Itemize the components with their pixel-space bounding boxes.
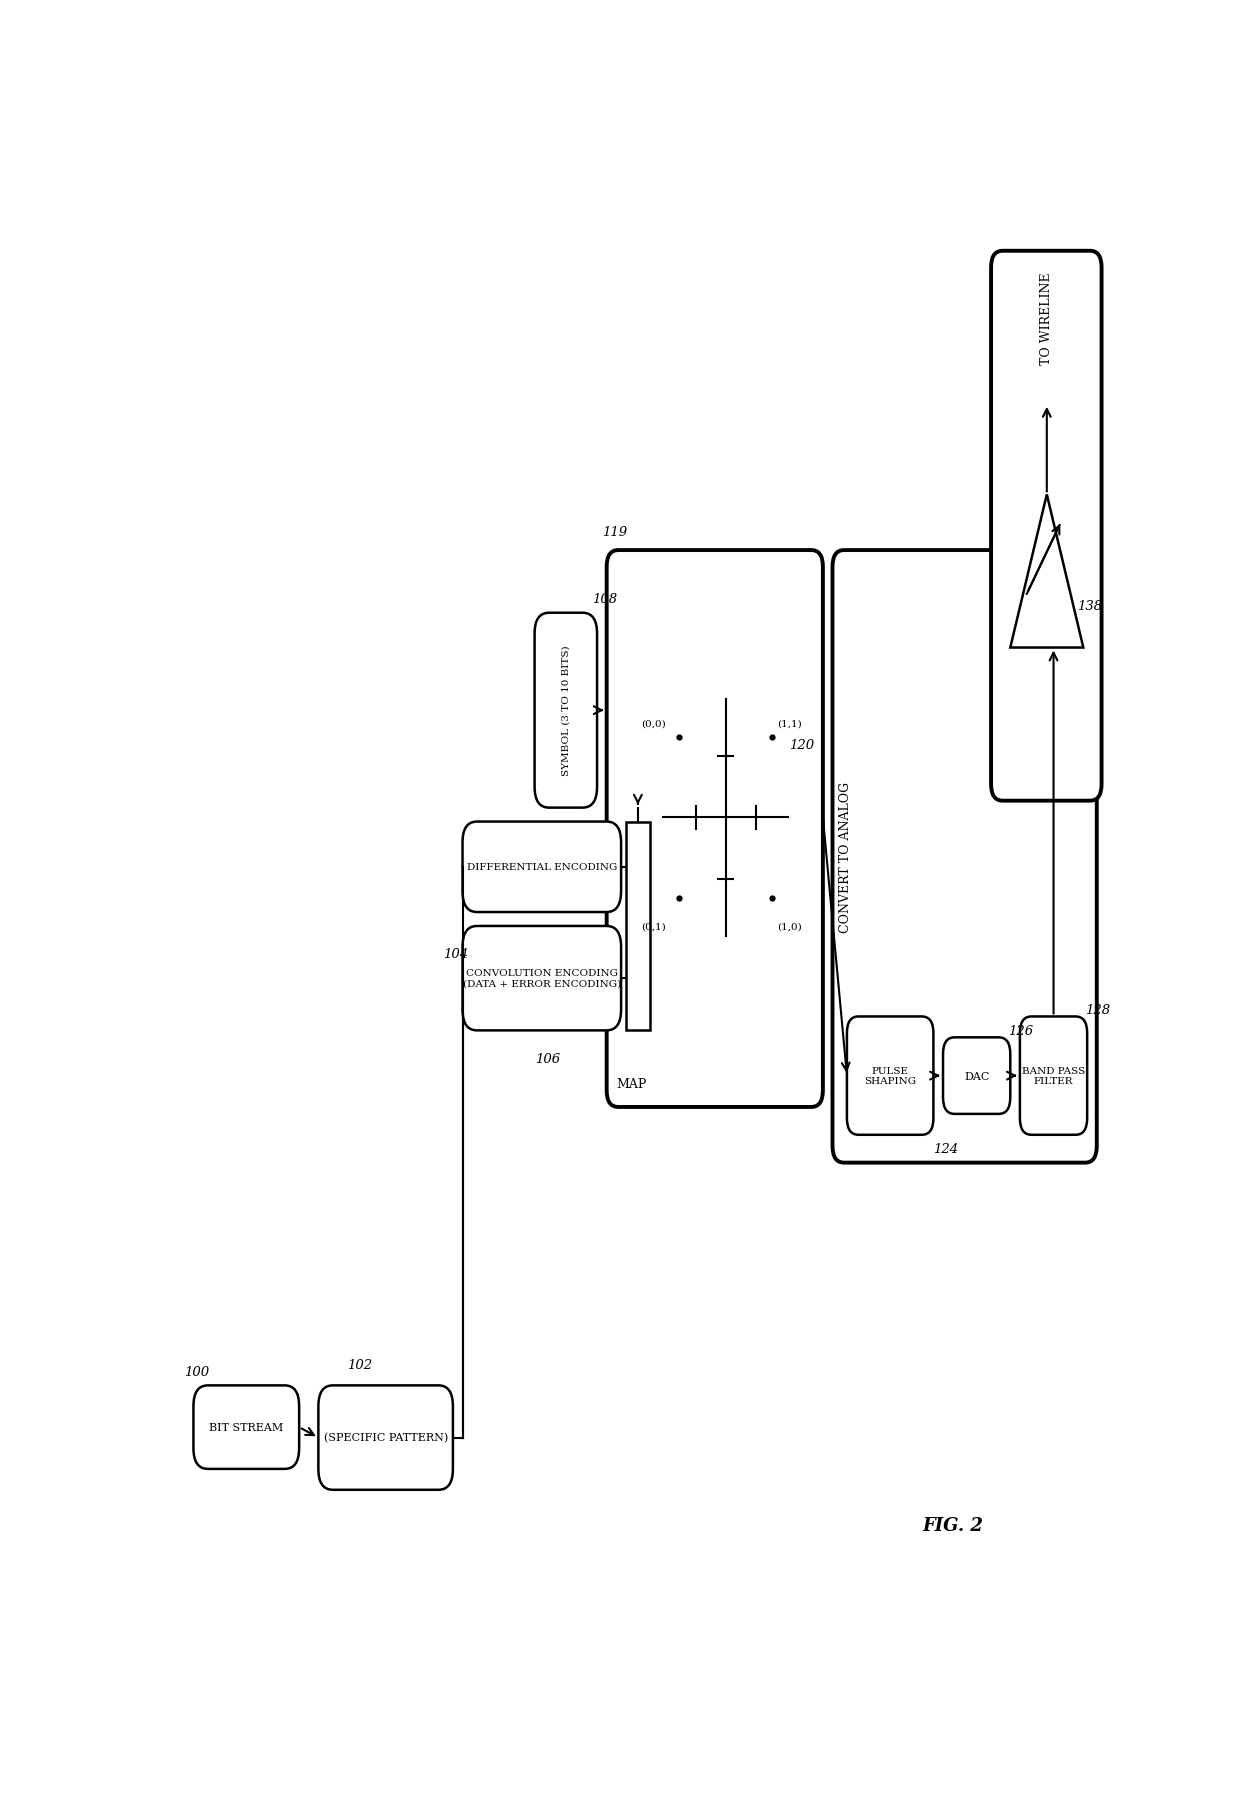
FancyBboxPatch shape: [463, 927, 621, 1030]
FancyBboxPatch shape: [606, 551, 823, 1108]
FancyBboxPatch shape: [847, 1017, 934, 1135]
FancyBboxPatch shape: [942, 1037, 1011, 1115]
Text: 106: 106: [534, 1052, 559, 1064]
Text: 126: 126: [1008, 1025, 1033, 1037]
FancyBboxPatch shape: [319, 1386, 453, 1491]
Text: 124: 124: [934, 1142, 959, 1155]
FancyBboxPatch shape: [463, 822, 621, 913]
Text: DAC: DAC: [963, 1072, 990, 1081]
Text: 104: 104: [444, 949, 469, 961]
Text: PULSE
SHAPING: PULSE SHAPING: [864, 1066, 916, 1086]
FancyBboxPatch shape: [991, 251, 1101, 801]
Text: TO WIRELINE: TO WIRELINE: [1040, 273, 1053, 365]
Text: 100: 100: [184, 1366, 210, 1379]
Text: CONVOLUTION ENCODING
(DATA + ERROR ENCODING): CONVOLUTION ENCODING (DATA + ERROR ENCOD…: [463, 969, 621, 988]
FancyBboxPatch shape: [193, 1386, 299, 1469]
Text: BAND PASS
FILTER: BAND PASS FILTER: [1022, 1066, 1085, 1086]
Text: CONVERT TO ANALOG: CONVERT TO ANALOG: [839, 781, 852, 932]
Text: (0,1): (0,1): [641, 922, 666, 931]
Text: (1,0): (1,0): [777, 922, 802, 931]
Text: (0,0): (0,0): [641, 719, 666, 728]
Bar: [626, 822, 650, 1030]
Text: DIFFERENTIAL ENCODING: DIFFERENTIAL ENCODING: [466, 862, 618, 871]
Text: 128: 128: [1085, 1003, 1110, 1016]
Text: FIG. 2: FIG. 2: [923, 1516, 983, 1534]
FancyBboxPatch shape: [832, 551, 1096, 1164]
Text: MAP: MAP: [616, 1077, 646, 1091]
Text: BIT STREAM: BIT STREAM: [210, 1422, 284, 1433]
Text: SYMBOL (3 TO 10 BITS): SYMBOL (3 TO 10 BITS): [562, 645, 570, 775]
Text: (SPECIFIC PATTERN): (SPECIFIC PATTERN): [324, 1433, 448, 1444]
FancyBboxPatch shape: [534, 613, 596, 808]
FancyBboxPatch shape: [1019, 1017, 1087, 1135]
Text: 108: 108: [593, 593, 618, 605]
Text: 102: 102: [347, 1359, 372, 1372]
Text: 138: 138: [1078, 600, 1102, 613]
Text: 119: 119: [601, 526, 627, 538]
Text: 120: 120: [789, 739, 815, 752]
Text: (1,1): (1,1): [777, 719, 802, 728]
